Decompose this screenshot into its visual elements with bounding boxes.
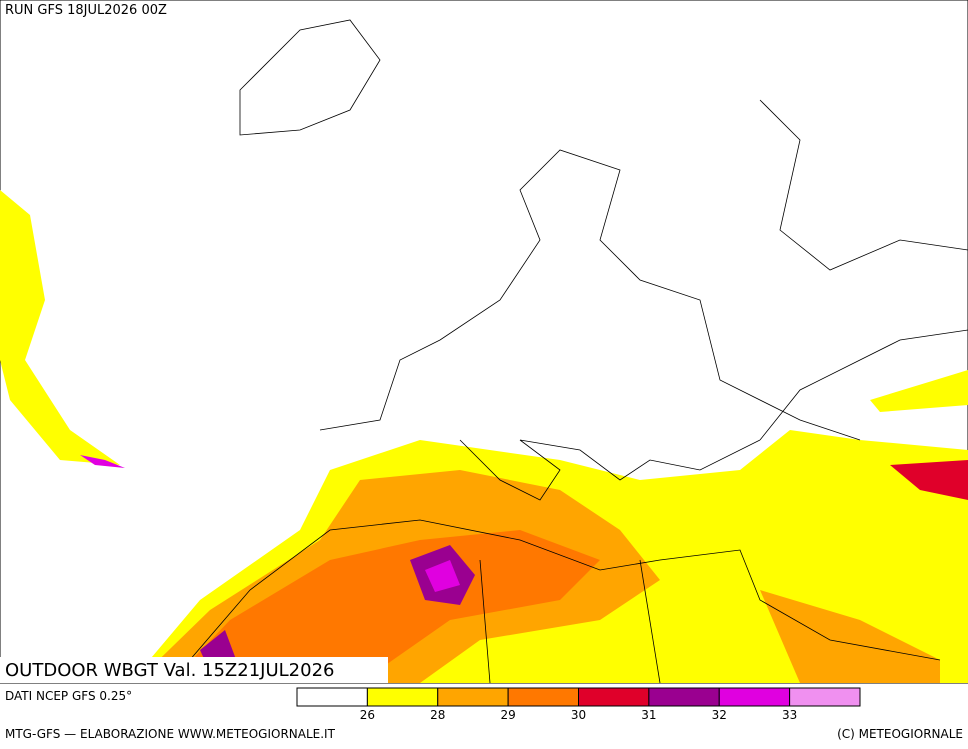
field-yellow [0, 190, 120, 465]
footer-left: MTG-GFS — ELABORAZIONE WWW.METEOGIORNALE… [5, 727, 336, 741]
source-label: DATI NCEP GFS 0.25° [5, 689, 132, 703]
coastline [239, 19, 381, 136]
map-title: OUTDOOR WBGT Val. 15Z21JUL2026 [5, 660, 334, 681]
colorbar-swatch [718, 687, 791, 707]
field-orange [760, 590, 940, 683]
coastline [169, 519, 941, 684]
colorbar-swatch [296, 687, 368, 707]
field-magenta [80, 455, 125, 468]
coastline [459, 439, 761, 501]
colorbar-tick-label: 30 [571, 708, 586, 722]
footer-right: (C) METEOGIORNALE [837, 727, 963, 741]
colorbar: 26 28 29 30 31 32 33 [296, 687, 861, 722]
colorbar-swatch [578, 687, 650, 707]
border [479, 329, 968, 684]
field-yellow [870, 370, 968, 412]
map: RUN GFS 18JUL2026 00Z OUTDOOR WBGT Val. … [0, 0, 968, 684]
colorbar-tick-label: 26 [360, 708, 375, 722]
border [759, 99, 968, 271]
colorbar-swatch [789, 687, 861, 707]
title-box [0, 657, 388, 683]
run-label: RUN GFS 18JUL2026 00Z [5, 3, 167, 18]
field-red [890, 460, 968, 500]
colorbar-swatch [366, 687, 439, 707]
colorbar-tick-label: 29 [500, 708, 515, 722]
field-magenta [425, 560, 460, 592]
field-darkorange [170, 530, 600, 683]
colorbar-swatch [507, 687, 579, 707]
coastline [319, 149, 861, 441]
colorbar-tick-label: 32 [712, 708, 727, 722]
colorbar-swatch [437, 687, 509, 707]
colorbar-tick-label: 28 [430, 708, 445, 722]
colorbar-swatch [648, 687, 720, 707]
colorbar-tick-label: 33 [782, 708, 797, 722]
colorbar-tick-label: 31 [641, 708, 656, 722]
